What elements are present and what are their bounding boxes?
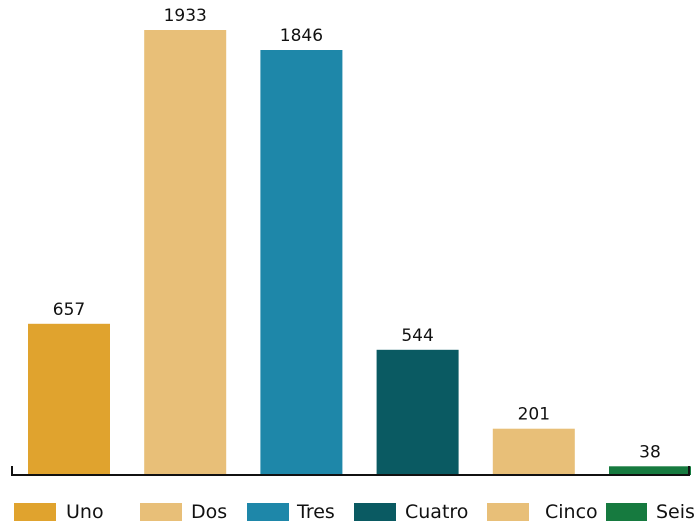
legend-swatch-cuatro (354, 503, 396, 521)
legend-label-cinco: Cinco (545, 501, 598, 523)
legend-label-dos: Dos (191, 501, 228, 523)
bar-cuatro (376, 349, 459, 475)
value-label-seis: 38 (639, 442, 661, 462)
value-label-cuatro: 544 (401, 326, 433, 346)
legend-label-cuatro: Cuatro (405, 501, 469, 523)
legend-swatch-dos (140, 503, 182, 521)
value-label-uno: 657 (53, 300, 85, 320)
x-axis (11, 466, 690, 476)
bar-tres (260, 50, 343, 475)
legend-label-tres: Tres (297, 501, 335, 523)
bar-chart: 657 1933 1846 544 201 38 (11, 6, 691, 476)
legend-swatch-uno (14, 503, 56, 521)
bar-uno (28, 323, 110, 475)
value-label-dos: 1933 (164, 6, 207, 26)
value-label-tres: 1846 (280, 26, 323, 46)
legend-swatch-tres (247, 503, 289, 521)
legend-label-uno: Uno (66, 501, 104, 523)
bar-dos (144, 30, 227, 475)
value-label-cinco: 201 (518, 405, 550, 425)
legend-swatch-cinco (487, 503, 529, 521)
legend-swatch-seis (606, 503, 647, 521)
value-labels-group: 657 1933 1846 544 201 38 (53, 6, 661, 462)
bar-seis (609, 466, 691, 475)
bars-group (28, 30, 691, 475)
legend-label-seis: Seis (656, 501, 695, 523)
bar-cinco (492, 428, 575, 475)
